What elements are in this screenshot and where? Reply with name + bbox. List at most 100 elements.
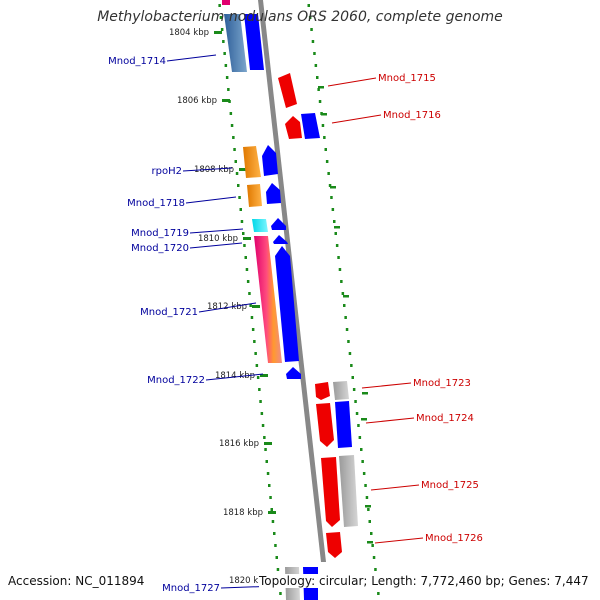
guide-dot bbox=[250, 316, 254, 319]
guide-dash bbox=[365, 505, 371, 508]
guide-dot bbox=[372, 556, 376, 559]
gene-feature[interactable] bbox=[266, 183, 281, 204]
gene-feature[interactable] bbox=[243, 146, 261, 178]
gene-feature[interactable] bbox=[252, 219, 268, 232]
guide-dot bbox=[234, 160, 237, 163]
guide-dot bbox=[328, 184, 332, 187]
guide-dot bbox=[352, 388, 356, 391]
gene-label-right[interactable]: Mnod_1724 bbox=[416, 413, 474, 424]
guide-dot bbox=[345, 328, 349, 331]
guide-dot bbox=[266, 472, 270, 475]
gene-feature[interactable] bbox=[224, 14, 247, 72]
guide-dot bbox=[265, 460, 268, 463]
guide-dot bbox=[377, 592, 380, 595]
guide-dot bbox=[348, 352, 352, 355]
guide-dot bbox=[308, 16, 312, 19]
gene-label-right[interactable]: Mnod_1716 bbox=[383, 110, 441, 121]
gene-feature[interactable] bbox=[316, 403, 334, 447]
guide-dot bbox=[351, 376, 354, 379]
gene-feature[interactable] bbox=[339, 455, 358, 527]
guide-dot bbox=[232, 136, 235, 139]
gene-feature[interactable] bbox=[315, 382, 330, 400]
guide-dot bbox=[227, 88, 230, 91]
gene-feature[interactable] bbox=[286, 367, 301, 379]
dotted-guides bbox=[218, 4, 380, 595]
guide-dot bbox=[264, 448, 267, 451]
guide-dot bbox=[263, 436, 266, 439]
gene-feature[interactable] bbox=[222, 0, 230, 5]
guide-dot bbox=[368, 520, 371, 523]
gene-label-left[interactable]: rpoH2 bbox=[152, 166, 182, 177]
gene-label-left[interactable]: Mnod_1719 bbox=[131, 228, 189, 239]
guide-dot bbox=[325, 160, 329, 163]
guide-dot bbox=[243, 244, 246, 247]
guide-dot bbox=[370, 532, 373, 535]
gene-label-left[interactable]: Mnod_1714 bbox=[108, 56, 166, 67]
gene-feature[interactable] bbox=[326, 532, 342, 558]
guide-dot bbox=[371, 544, 374, 547]
gene-label-right[interactable]: Mnod_1725 bbox=[421, 480, 479, 491]
guide-dash bbox=[343, 295, 349, 298]
guide-dot bbox=[354, 400, 357, 403]
leader-lines bbox=[166, 54, 424, 589]
gene-feature[interactable] bbox=[273, 235, 288, 244]
guide-dot bbox=[355, 412, 359, 415]
gene-feature[interactable] bbox=[244, 14, 264, 70]
guide-dot bbox=[360, 448, 363, 451]
tick-label: 1808 kbp bbox=[194, 165, 234, 175]
guide-dot bbox=[316, 76, 319, 79]
guide-dot bbox=[324, 148, 327, 151]
tick-dash bbox=[260, 374, 268, 377]
guide-dot bbox=[223, 52, 226, 55]
gene-label-left[interactable]: Mnod_1718 bbox=[127, 198, 185, 209]
gene-feature[interactable] bbox=[285, 116, 302, 139]
gene-feature[interactable] bbox=[278, 73, 297, 108]
guide-dot bbox=[340, 280, 343, 283]
guide-dot bbox=[343, 304, 346, 307]
tick-label: 1820 kbp bbox=[229, 576, 269, 586]
guide-dot bbox=[318, 100, 322, 103]
guide-dot bbox=[374, 568, 377, 571]
guide-dot bbox=[235, 172, 239, 175]
guide-dot bbox=[358, 436, 362, 439]
tick-dash bbox=[239, 168, 247, 171]
guide-dot bbox=[249, 304, 252, 307]
gene-label-right[interactable]: Mnod_1726 bbox=[425, 533, 483, 544]
guide-dot bbox=[256, 376, 260, 379]
gene-label-left[interactable]: Mnod_1727 bbox=[162, 583, 220, 594]
gene-label-right[interactable]: Mnod_1723 bbox=[413, 378, 471, 389]
guide-dot bbox=[338, 268, 342, 271]
gene-label-left[interactable]: Mnod_1720 bbox=[131, 243, 189, 254]
tick-dash bbox=[264, 442, 272, 445]
gene-feature[interactable] bbox=[275, 246, 299, 362]
gene-track-forward bbox=[224, 14, 358, 600]
guide-dot bbox=[220, 28, 224, 31]
gene-feature[interactable] bbox=[271, 218, 286, 230]
guide-dot bbox=[218, 4, 221, 7]
guide-dot bbox=[311, 40, 315, 43]
guide-dot bbox=[365, 496, 369, 499]
gene-feature[interactable] bbox=[335, 401, 352, 448]
gene-feature[interactable] bbox=[321, 457, 340, 527]
gene-label-right[interactable]: Mnod_1715 bbox=[378, 73, 436, 84]
guide-dash bbox=[318, 86, 324, 89]
tick-label: 1812 kbp bbox=[207, 302, 247, 312]
guide-dot bbox=[361, 460, 364, 463]
gene-feature[interactable] bbox=[247, 184, 262, 207]
tick-label: 1810 kbp bbox=[198, 234, 238, 244]
gene-feature[interactable] bbox=[262, 145, 278, 176]
gene-feature[interactable] bbox=[301, 113, 320, 139]
guide-dot bbox=[248, 292, 251, 295]
gene-feature[interactable] bbox=[254, 236, 282, 363]
gene-feature[interactable] bbox=[333, 381, 349, 400]
guide-dot bbox=[330, 196, 333, 199]
guide-dot bbox=[323, 136, 326, 139]
guide-dot bbox=[246, 280, 250, 283]
guide-dot bbox=[364, 484, 367, 487]
guide-dot bbox=[327, 172, 330, 175]
gene-label-left[interactable]: Mnod_1722 bbox=[147, 375, 205, 386]
gene-label-left[interactable]: Mnod_1721 bbox=[140, 307, 198, 318]
guide-dot bbox=[314, 64, 318, 67]
guide-dash bbox=[362, 392, 368, 395]
guide-dot bbox=[261, 424, 265, 427]
